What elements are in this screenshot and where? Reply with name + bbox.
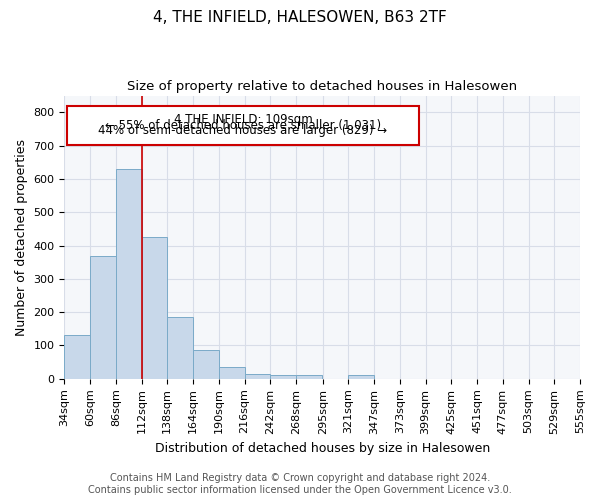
Text: Contains HM Land Registry data © Crown copyright and database right 2024.
Contai: Contains HM Land Registry data © Crown c…: [88, 474, 512, 495]
Bar: [64, 336, 90, 379]
Bar: [296, 376, 322, 379]
Text: 4, THE INFIELD, HALESOWEN, B63 2TF: 4, THE INFIELD, HALESOWEN, B63 2TF: [153, 10, 447, 25]
Bar: [270, 376, 296, 379]
Text: ← 55% of detached houses are smaller (1,031): ← 55% of detached houses are smaller (1,…: [105, 118, 381, 132]
Bar: [142, 237, 167, 379]
Bar: [116, 169, 142, 379]
Bar: [245, 374, 270, 379]
Bar: [167, 317, 193, 379]
Bar: [349, 376, 374, 379]
Bar: [219, 367, 245, 379]
Title: Size of property relative to detached houses in Halesowen: Size of property relative to detached ho…: [127, 80, 517, 93]
Text: 4 THE INFIELD: 109sqm: 4 THE INFIELD: 109sqm: [173, 113, 313, 126]
Text: 44% of semi-detached houses are larger (829) →: 44% of semi-detached houses are larger (…: [98, 124, 388, 137]
FancyBboxPatch shape: [67, 106, 419, 144]
Bar: [90, 256, 116, 379]
Y-axis label: Number of detached properties: Number of detached properties: [15, 138, 28, 336]
Bar: [193, 350, 219, 379]
X-axis label: Distribution of detached houses by size in Halesowen: Distribution of detached houses by size …: [155, 442, 490, 455]
